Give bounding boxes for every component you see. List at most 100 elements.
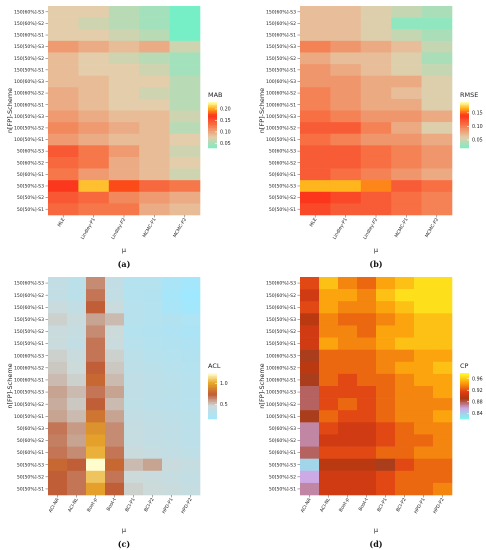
heatmap-cell xyxy=(86,349,106,363)
y-tick-label: 50[50%]-S2 xyxy=(17,195,44,201)
x-tick-label: ACI-NA xyxy=(48,496,62,513)
heatmap-cell xyxy=(395,361,415,375)
heatmap-cell xyxy=(169,191,201,204)
heatmap-cell xyxy=(139,64,170,76)
heatmap-cell xyxy=(181,373,201,387)
heatmap-panel-1: 150[60%]-S3 150[60%]-S2 150[60%]-S1 150[50%… xyxy=(6,6,231,269)
heatmap-cell xyxy=(139,122,170,135)
legend-color-step xyxy=(208,382,217,385)
heatmap-cell xyxy=(48,180,79,193)
heatmap-cell xyxy=(124,398,144,411)
heatmap-cell xyxy=(376,434,396,447)
heatmap-cell xyxy=(48,6,79,18)
legend-color-step xyxy=(460,117,469,120)
heatmap-cell xyxy=(67,313,87,326)
legend-color-step xyxy=(460,112,469,115)
heatmap-cell xyxy=(300,156,331,169)
legend-color-step xyxy=(208,385,217,388)
legend-color-step xyxy=(208,126,217,129)
heatmap-cell xyxy=(319,301,339,314)
heatmap-cell xyxy=(105,373,125,387)
heatmap-cell xyxy=(433,470,453,484)
y-tick-label: 100[50%]-S2 xyxy=(14,126,44,132)
heatmap-cell xyxy=(108,17,140,30)
legend-color-step xyxy=(460,126,469,129)
heatmap-cell xyxy=(330,110,362,123)
x-tick-label: BCI-P2 xyxy=(395,497,408,513)
legend-color-step xyxy=(208,112,217,115)
heatmap-cell xyxy=(48,98,79,111)
y-tick-label: 50[50%]-S2 xyxy=(269,474,296,480)
heatmap-cell xyxy=(86,289,106,302)
y-tick-label: 150[50%]-S1 xyxy=(266,67,296,73)
heatmap-cell xyxy=(124,361,144,375)
heatmap-cell xyxy=(357,289,377,302)
legend-color-step xyxy=(460,417,469,420)
legend-color-step xyxy=(208,396,217,398)
heatmap-cell xyxy=(391,145,422,158)
heatmap-cell xyxy=(108,156,140,169)
legend-color-step xyxy=(460,405,469,408)
heatmap-cell xyxy=(338,277,358,290)
heatmap-cell xyxy=(319,361,339,375)
heatmap-cell xyxy=(319,470,339,484)
heatmap-cell xyxy=(300,122,331,135)
heatmap-cell xyxy=(300,398,320,411)
heatmap-cell xyxy=(86,313,106,326)
heatmap-cell xyxy=(395,277,415,290)
y-tick-label: 50[60%]-S1 xyxy=(17,450,44,456)
heatmap-cell xyxy=(300,145,331,158)
legend-tick-label: 0.15 xyxy=(472,111,483,117)
heatmap-cell xyxy=(181,277,201,290)
heatmap-cell xyxy=(376,470,396,484)
heatmap-cell xyxy=(395,482,415,496)
y-tick-label: 150[50%]-S3 xyxy=(266,44,296,50)
x-axis-title: μ xyxy=(122,526,126,534)
y-tick-label: 100[60%]-S2 xyxy=(266,365,296,371)
x-axis-title: μ xyxy=(374,526,378,534)
legend-color-step xyxy=(208,109,217,112)
legend-color-step xyxy=(208,383,217,386)
heatmap-cell xyxy=(433,325,453,338)
heatmap-cell xyxy=(162,470,182,484)
heatmap-cell xyxy=(124,289,144,302)
x-tick-label: ACI-NL xyxy=(67,497,80,514)
heatmap-cell xyxy=(391,52,422,65)
heatmap-cell xyxy=(433,277,453,290)
heatmap-cell xyxy=(391,64,422,76)
heatmap-cell xyxy=(360,110,392,123)
heatmap-cell xyxy=(360,133,392,146)
heatmap-cell xyxy=(300,203,331,216)
heatmap-cell xyxy=(169,122,201,135)
heatmap-cell xyxy=(67,434,87,447)
heatmap-cell xyxy=(433,410,453,423)
heatmap-cell xyxy=(78,17,110,30)
x-tick-label: HPD-P1 xyxy=(161,497,175,515)
heatmap-cell xyxy=(48,40,79,53)
heatmap-cell xyxy=(139,191,170,204)
legend-color-step xyxy=(460,414,469,417)
legend-color-step xyxy=(208,102,217,104)
y-tick-label: 50[50%]-S3 xyxy=(17,462,44,468)
legend-color-step xyxy=(460,373,469,375)
heatmap-cell xyxy=(357,398,377,411)
heatmap-cell xyxy=(357,446,377,459)
x-axis-title: μ xyxy=(374,246,378,254)
heatmap-cell xyxy=(330,6,362,18)
y-tick-label: 50[50%]-S2 xyxy=(17,474,44,480)
heatmap-cell xyxy=(78,40,110,53)
y-tick-label: 150[50%]-S2 xyxy=(14,329,44,335)
heatmap-cell xyxy=(357,349,377,363)
legend-color-step xyxy=(460,114,469,117)
heatmap-cell xyxy=(105,398,125,411)
heatmap-cell xyxy=(376,325,396,338)
legend-color-step xyxy=(460,383,469,386)
heatmap-cell xyxy=(86,373,106,387)
heatmap-cell xyxy=(78,191,110,204)
legend-color-step xyxy=(460,376,469,378)
heatmap-cell xyxy=(376,373,396,387)
heatmap-cell xyxy=(78,180,110,193)
heatmap-cell xyxy=(360,17,392,30)
legend-color-step xyxy=(208,105,217,107)
legend-color-step xyxy=(460,132,469,135)
